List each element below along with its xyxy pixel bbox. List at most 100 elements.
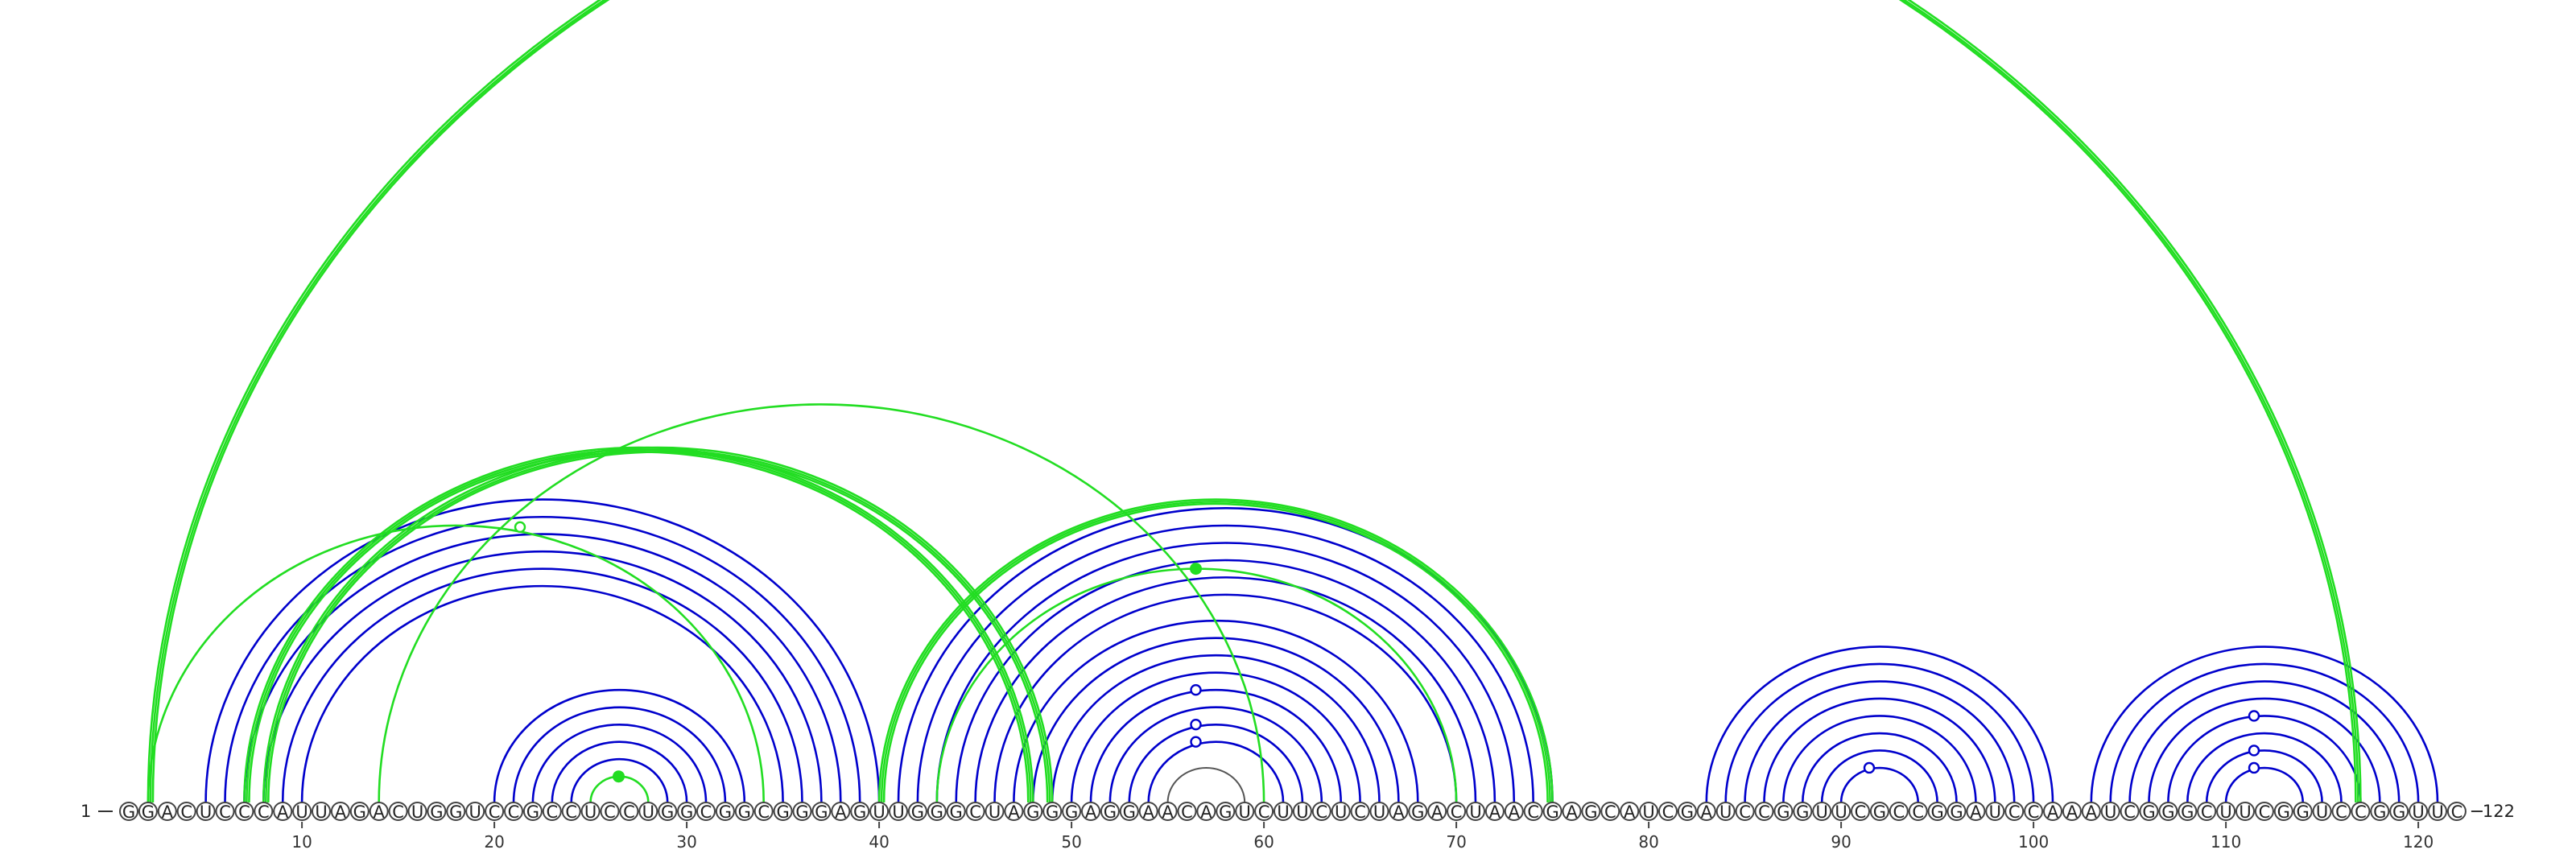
blue-pair-arc <box>281 567 803 803</box>
nucleotide: G <box>446 802 466 822</box>
blue-pair-arc <box>300 584 784 803</box>
nucleotide: U <box>1369 802 1389 822</box>
nucleotide: G <box>1542 802 1563 822</box>
nucleotide: U <box>1466 802 1485 822</box>
blue-pair-arc <box>1763 697 1996 803</box>
nucleotide-letter: A <box>2066 802 2079 822</box>
nucleotide-circle <box>1292 802 1312 821</box>
nucleotide-circle <box>1793 802 1813 821</box>
nucleotide-circle <box>1869 802 1889 821</box>
nucleotide-letter: C <box>508 802 520 822</box>
blue-pair-arc <box>2109 662 2420 803</box>
green-pair-arc <box>267 451 1049 803</box>
nucleotide-letter: U <box>1642 802 1654 822</box>
nucleotide-letter: G <box>2297 802 2310 822</box>
nucleotide: C <box>600 802 620 822</box>
nucleotide-circle <box>1523 802 1543 821</box>
nucleotide-letter: G <box>931 802 943 822</box>
nucleotide: G <box>2139 802 2159 822</box>
nucleotide: U <box>292 802 312 822</box>
nucleotide-circle <box>2331 802 2351 821</box>
blue-pair-arc <box>262 550 823 803</box>
nucleotide: G <box>1869 802 1889 822</box>
nucleotide-letter: C <box>2124 802 2136 822</box>
nucleotide-letter: C <box>623 802 635 822</box>
nucleotide: A <box>2062 802 2082 822</box>
nucleotide: C <box>2120 802 2140 822</box>
nucleotide-letter: U <box>2239 802 2251 822</box>
nucleotide-circle <box>369 802 389 821</box>
nucleotide-circle <box>2081 802 2101 821</box>
nucleotide-circle <box>196 802 216 821</box>
blue-pair-arc <box>512 706 727 803</box>
nucleotide-letter: A <box>1431 802 1443 822</box>
nucleotide-circle <box>1369 802 1389 821</box>
nucleotide-circle <box>312 802 331 821</box>
nucleotide-letter: G <box>1104 802 1117 822</box>
nucleotide-circle <box>1042 802 1063 821</box>
nucleotide: C <box>1254 802 1274 822</box>
nucleotide-letter: G <box>1026 802 1039 822</box>
nucleotide: A <box>1562 802 1582 822</box>
nucleotide: G <box>1216 802 1236 822</box>
nucleotide-letter: A <box>1489 802 1501 822</box>
nucleotide-circle <box>1658 802 1678 821</box>
nucleotide-circle <box>715 802 735 821</box>
nucleotide-letter: A <box>2086 802 2098 822</box>
nucleotide-circle <box>850 802 870 821</box>
nucleotide-letter: G <box>1065 802 1078 822</box>
nucleotide-circle <box>1735 802 1755 821</box>
nucleotide-circle <box>1639 802 1659 821</box>
blue-pair-arc <box>974 576 1477 803</box>
nucleotide-letter: C <box>1527 802 1539 822</box>
blue-pair-arc <box>531 723 708 803</box>
nucleotide-letter: C <box>489 802 501 822</box>
nucleotide-circle <box>2120 802 2140 821</box>
nucleotide-letter: A <box>1162 802 1174 822</box>
nucleotide-letter: C <box>2335 802 2347 822</box>
nucleotide-letter: U <box>1989 802 2001 822</box>
nucleotide-circle <box>831 802 851 821</box>
nucleotide-circle <box>2178 802 2198 821</box>
nucleotide: G <box>2158 802 2178 822</box>
nucleotide: G <box>1946 802 1967 822</box>
blue-pair-arc <box>1839 766 1919 803</box>
nucleotide-circle <box>138 802 158 821</box>
nucleotide-circle <box>600 802 620 821</box>
nucleotide: A <box>2043 802 2062 822</box>
nucleotide: U <box>196 802 216 822</box>
nucleotide-circle <box>254 802 274 821</box>
nucleotide-letter: G <box>2392 802 2405 822</box>
nucleotide: U <box>2428 802 2447 822</box>
nucleotide: G <box>2370 802 2390 822</box>
blue-pair-arc <box>570 757 669 803</box>
tick-label: 110 <box>2211 832 2241 852</box>
nucleotide-letter: G <box>1873 802 1886 822</box>
tick-label: 20 <box>484 832 504 852</box>
blue-pair-arc <box>243 533 842 803</box>
nucleotide-letter: C <box>546 802 558 822</box>
nucleotide-letter: A <box>162 802 174 822</box>
nucleotide-letter: G <box>142 802 155 822</box>
nucleotide-letter: C <box>2355 802 2367 822</box>
nucleotide: G <box>2389 802 2409 822</box>
nucleotide-circle <box>907 802 927 821</box>
nucleotide-letter: G <box>795 802 808 822</box>
nucleotide-letter: G <box>2161 802 2174 822</box>
open-marker <box>1190 719 1202 731</box>
nucleotide-letter: U <box>1296 802 1308 822</box>
nucleotide: C <box>1735 802 1755 822</box>
nucleotide-letter: G <box>2142 802 2155 822</box>
nucleotide-circle <box>2370 802 2390 821</box>
nucleotide: C <box>1851 802 1870 822</box>
blue-pair-arc <box>1820 749 1938 803</box>
nucleotide-circle <box>1447 802 1467 821</box>
nucleotide-circle <box>1196 802 1216 821</box>
nucleotide-circle <box>176 802 196 821</box>
nucleotide: G <box>850 802 870 822</box>
nucleotide-letter: G <box>353 802 366 822</box>
nucleotide: A <box>1427 802 1447 822</box>
nucleotide: G <box>1119 802 1139 822</box>
nucleotide-letter: C <box>1354 802 1366 822</box>
nucleotide: C <box>215 802 235 822</box>
